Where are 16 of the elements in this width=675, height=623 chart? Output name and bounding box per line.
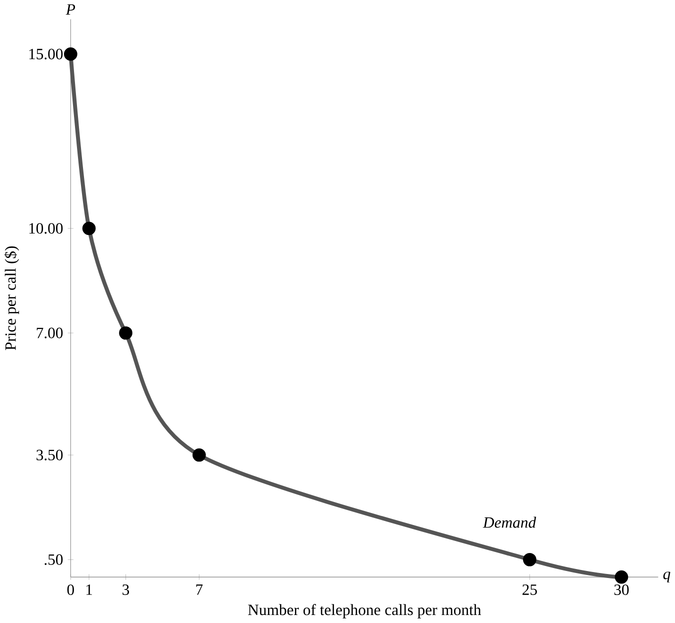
text: P (66, 4, 76, 15)
x-axis-title: Number of telephone calls per month (248, 604, 482, 618)
x-tick-label: 25 (522, 584, 537, 596)
y-tick-label: 15.00 (29, 48, 63, 60)
y-tick-label: .50 (44, 554, 63, 566)
y-tick-label: 7.00 (36, 328, 63, 338)
text: q (663, 572, 670, 583)
x-tick-label: 30 (614, 584, 629, 596)
x-tick-label: 0 (67, 584, 74, 596)
x-tick-label: 1 (86, 584, 92, 595)
y-tick-label: 3.50 (36, 450, 63, 460)
x-tick-label: 7 (196, 584, 203, 595)
x-tick-label: 3 (122, 584, 130, 596)
y-axis-title: Price per call ($) (4, 246, 20, 350)
y-tick-label: 10.00 (29, 223, 63, 234)
annotation: Demand (482, 516, 536, 528)
